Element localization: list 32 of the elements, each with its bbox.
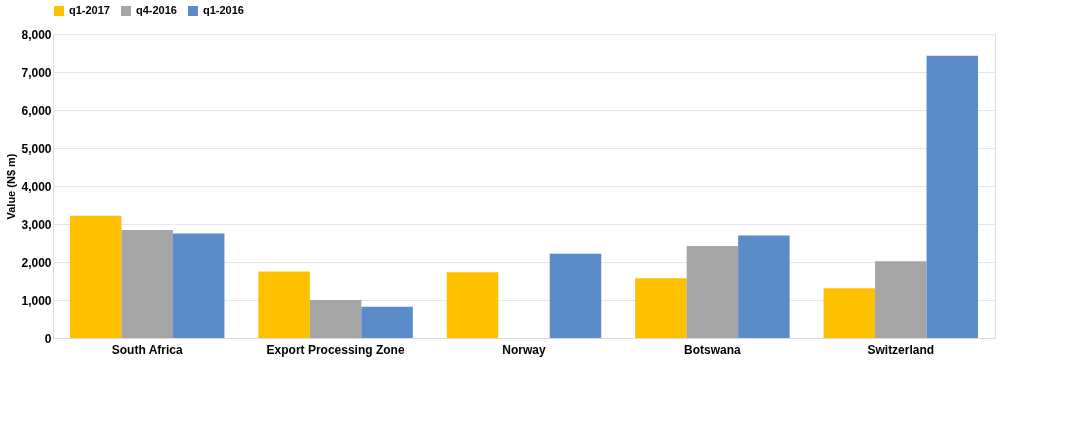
y-tick-label: 3,000 <box>21 217 52 232</box>
bar <box>549 253 602 338</box>
x-tick-label: Export Processing Zone <box>266 342 405 357</box>
bar <box>635 278 687 338</box>
bar <box>172 233 225 338</box>
bar <box>686 246 739 338</box>
y-tick-label: 6,000 <box>21 103 52 118</box>
bar <box>361 306 413 338</box>
x-tick-label: Botswana <box>684 342 742 357</box>
bar <box>823 288 876 338</box>
legend-label: q4-2016 <box>136 4 177 16</box>
bar <box>258 271 310 338</box>
bar <box>121 230 173 338</box>
legend-label: q1-2017 <box>69 4 110 16</box>
y-axis-title: Value (N$ m) <box>5 153 18 220</box>
bar <box>309 300 362 338</box>
y-tick-label: 1,000 <box>21 293 52 308</box>
y-tick-label: 4,000 <box>21 179 52 194</box>
y-tick-label: 7,000 <box>21 65 52 80</box>
bar <box>738 235 790 338</box>
x-tick-label: Norway <box>502 342 546 357</box>
y-tick-label: 2,000 <box>21 255 52 270</box>
y-tick-label: 0 <box>44 331 52 346</box>
bar <box>875 261 927 338</box>
x-tick-label: South Africa <box>111 342 183 357</box>
legend-label: q1-2016 <box>203 4 244 16</box>
y-tick-label: 8,000 <box>21 27 52 42</box>
bar <box>69 215 122 338</box>
bar <box>926 55 979 338</box>
y-tick-label: 5,000 <box>21 141 52 156</box>
bar <box>446 272 499 338</box>
x-tick-label: Switzerland <box>867 342 935 357</box>
